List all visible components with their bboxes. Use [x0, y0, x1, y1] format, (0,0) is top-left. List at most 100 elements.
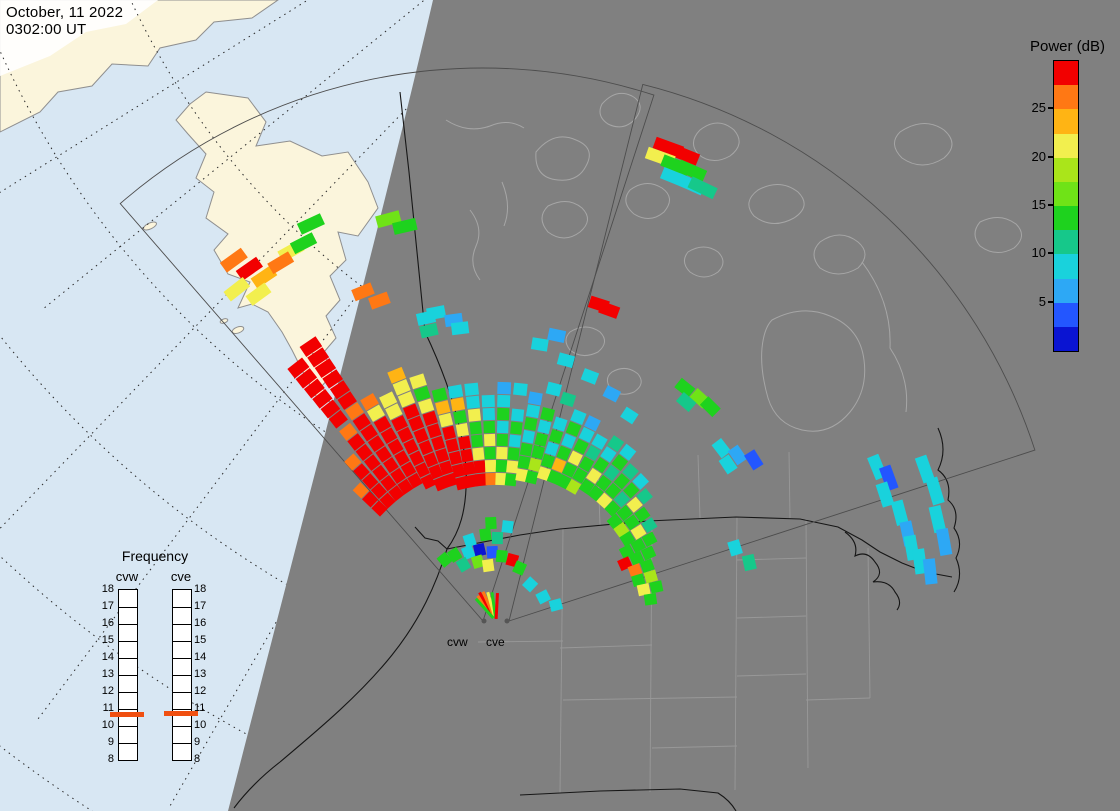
backscatter-cell	[565, 421, 582, 437]
frequency-panel-title: Frequency	[121, 548, 189, 564]
freq-tick-label: 15	[101, 634, 114, 646]
backscatter-cell	[585, 445, 601, 462]
freq-tick-label: 14	[101, 651, 114, 663]
backscatter-cell	[547, 327, 567, 344]
backscatter-cell	[397, 478, 414, 495]
backscatter-cell	[443, 472, 458, 488]
backscatter-cell	[373, 415, 392, 433]
radar-site-marker-cvw	[481, 618, 487, 624]
backscatter-cell	[470, 554, 485, 570]
backscatter-cell	[372, 464, 389, 482]
radar-site-label-cve: cve	[486, 635, 505, 649]
freq-tick-label: 8	[107, 753, 114, 765]
backscatter-cell	[453, 410, 468, 425]
freq-tick-label: 12	[194, 685, 207, 697]
backscatter-cell	[460, 544, 476, 561]
freq-column-label-cvw: cvw	[115, 569, 139, 584]
backscatter-cell	[445, 438, 459, 453]
colorbar-segment	[1054, 278, 1078, 303]
backscatter-cell	[630, 537, 647, 554]
backscatter-cell	[925, 476, 945, 506]
geography-night	[233, 91, 1022, 811]
backscatter-cell	[450, 321, 470, 336]
backscatter-cell	[544, 441, 559, 457]
backscatter-cell	[380, 474, 397, 492]
backscatter-cell	[223, 276, 251, 302]
backscatter-cell	[235, 256, 263, 281]
freq-tick-label: 8	[194, 753, 201, 765]
backscatter-cell	[435, 400, 451, 415]
radar-site-label-cvw: cvw	[447, 635, 468, 649]
backscatter-cell	[484, 446, 496, 460]
backscatter-cell	[366, 404, 385, 422]
colorbar-tick-label: 10	[1031, 245, 1046, 261]
backscatter-cell	[649, 580, 664, 594]
backscatter-cell	[295, 368, 318, 389]
backscatter-cell	[508, 434, 521, 448]
backscatter-cell	[353, 463, 370, 480]
freq-scale-divider	[173, 709, 191, 710]
freq-marker-cvw	[110, 712, 144, 718]
backscatter-cell	[525, 470, 539, 485]
colorbar-segment	[1054, 254, 1078, 279]
backscatter-cell	[496, 420, 509, 434]
backscatter-cell	[380, 427, 398, 444]
backscatter-cell	[438, 412, 454, 428]
backscatter-cell	[606, 513, 623, 530]
backscatter-cell	[473, 460, 486, 474]
backscatter-cell	[556, 473, 572, 490]
backscatter-cell	[531, 445, 545, 460]
backscatter-cell	[483, 433, 496, 447]
backscatter-cell	[360, 424, 378, 442]
freq-tick-label: 17	[101, 600, 114, 612]
freq-scale-divider	[119, 692, 137, 693]
freq-tick-label: 16	[101, 617, 114, 629]
backscatter-cell	[460, 448, 474, 463]
backscatter-cell	[622, 463, 639, 481]
backscatter-cell	[484, 459, 497, 473]
backscatter-cell	[391, 415, 408, 432]
freq-column-label-cve: cve	[170, 569, 192, 584]
backscatter-cell	[593, 457, 610, 474]
backscatter-cell	[392, 379, 411, 396]
backscatter-cell	[382, 457, 399, 474]
backscatter-cell	[928, 504, 947, 534]
backscatter-cell	[418, 398, 435, 414]
backscatter-cell	[450, 397, 466, 412]
backscatter-cell	[675, 391, 697, 413]
backscatter-cell	[422, 410, 438, 427]
backscatter-cell	[668, 143, 701, 166]
backscatter-cell	[400, 461, 417, 478]
backscatter-cell	[385, 403, 403, 420]
backscatter-cell	[481, 558, 495, 573]
backscatter-cell	[699, 396, 721, 418]
backscatter-cell	[475, 473, 488, 487]
backscatter-cell	[360, 393, 379, 411]
backscatter-cell	[595, 474, 612, 492]
backscatter-cell	[472, 542, 487, 557]
backscatter-cell	[371, 500, 388, 517]
backscatter-cell	[890, 499, 909, 526]
backscatter-cell	[471, 434, 484, 448]
backscatter-cell	[744, 449, 764, 471]
backscatter-cell	[623, 514, 640, 531]
backscatter-cell	[455, 423, 469, 437]
backscatter-cell	[426, 423, 442, 439]
backscatter-cell	[409, 373, 427, 390]
freq-scale-divider	[119, 607, 137, 608]
backscatter-cell	[631, 573, 646, 588]
backscatter-cell	[506, 460, 519, 474]
backscatter-cell	[439, 460, 454, 476]
backscatter-cell	[616, 504, 633, 522]
backscatter-cell	[409, 450, 425, 467]
backscatter-cell	[454, 476, 469, 491]
timestamp-time: 0302:00 UT	[6, 21, 87, 38]
freq-scale-cvw	[118, 589, 138, 761]
backscatter-cell	[580, 368, 600, 385]
backscatter-cell	[628, 550, 645, 566]
backscatter-cell	[634, 506, 651, 523]
freq-tick-label: 18	[101, 583, 114, 595]
backscatter-cell	[598, 301, 621, 319]
backscatter-cell	[355, 443, 373, 461]
